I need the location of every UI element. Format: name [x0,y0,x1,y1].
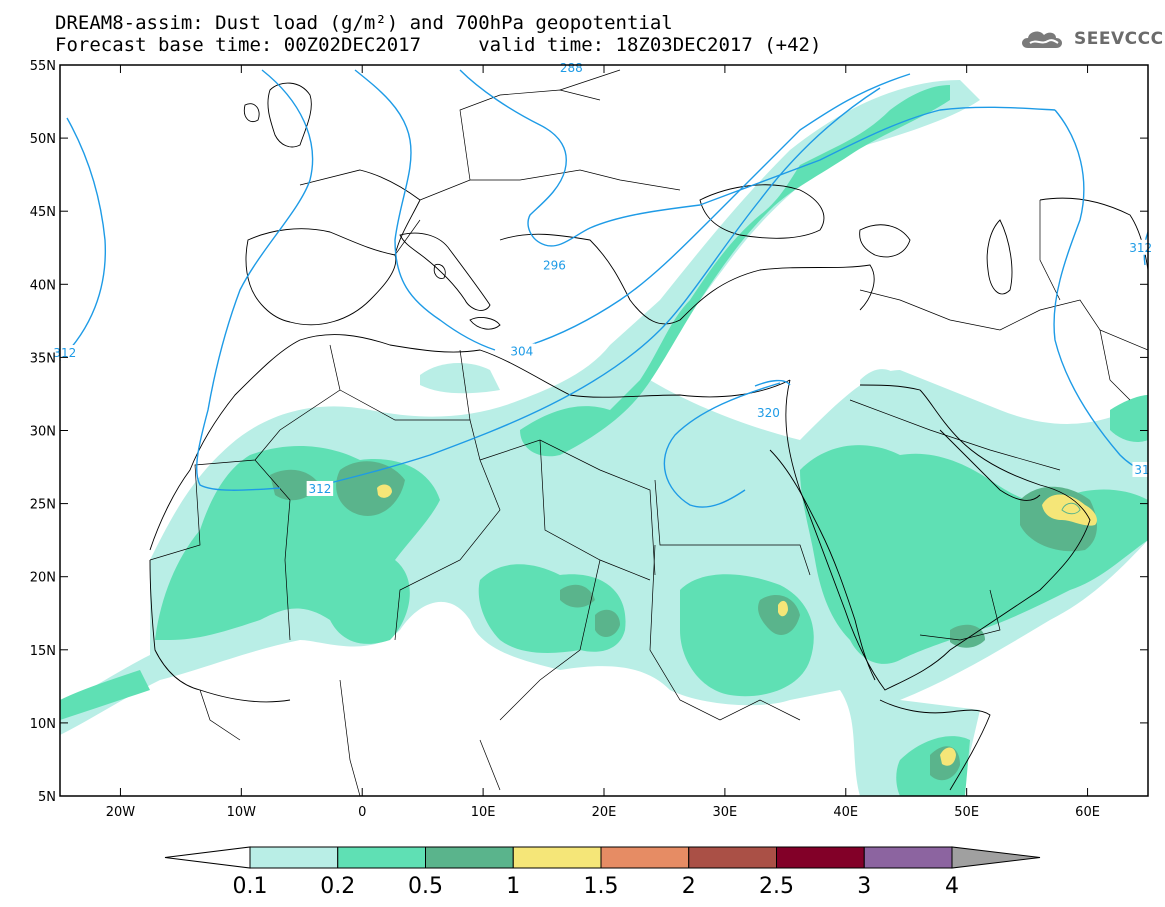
contour-label-bg [558,59,585,75]
seevccc-logo: SEEVCCC [1018,26,1164,52]
contour-label: 296 [543,258,566,272]
forecast-time-subtitle: Forecast base time: 00Z02DEC2017 valid t… [55,34,822,56]
colorbar-label: 3 [857,874,871,899]
lon-label: 10W [227,805,257,820]
lat-label: 55N [30,59,56,74]
lon-label: 10E [471,805,496,820]
lat-label: 50N [30,132,56,147]
lat-label: 25N [30,498,56,513]
lon-label: 20W [106,805,136,820]
lon-label: 20E [592,805,617,820]
contour-label: 312 [53,346,76,360]
colorbar-swatch [337,846,426,869]
lon-label: 0 [358,805,366,820]
contour-label-bg [508,343,536,359]
country-borders [149,69,1148,796]
colorbar-over-arrow [951,846,1041,869]
colorbar-label: 1.5 [584,874,619,899]
coastlines [149,82,1148,791]
longitude-axis: 20W 10W 0 10E 20E 30E 40E 50E 60E [106,65,1100,820]
colorbar-label: 0.2 [320,874,355,899]
lon-label: 60E [1075,805,1100,820]
lat-label: 10N [30,717,56,732]
colorbar: 0.1 0.2 0.5 1 1.5 2 2.5 3 4 [164,846,1041,899]
colorbar-swatch [688,846,777,869]
geopotential-contours [60,69,1148,508]
lon-label: 50E [954,805,979,820]
lat-label: 40N [30,278,56,293]
contour-label: 312 [1129,241,1152,255]
colorbar-label: 1 [506,874,520,899]
lon-label: 30E [713,805,738,820]
lat-label: 35N [30,351,56,366]
colorbar-label: 0.5 [408,874,443,899]
contour-label-bg [755,404,782,420]
colorbar-label: 4 [945,874,959,899]
colorbar-label: 2.5 [759,874,794,899]
colorbar-label: 2 [682,874,696,899]
colorbar-label: 0.1 [233,874,268,899]
colorbar-swatch [600,846,690,869]
logo-text: SEEVCCC [1074,29,1164,49]
lat-label: 45N [30,205,56,220]
lat-label: 20N [30,571,56,586]
dust-load-shading [60,80,1148,796]
contour-label-bg [51,345,79,361]
contour-label-bg [541,257,568,273]
colorbar-under-arrow [164,846,251,869]
colorbar-swatch [776,846,865,869]
lat-label: 15N [30,644,56,659]
contour-label: 288 [560,61,583,75]
contour-label: 312 [308,482,331,496]
colorbar-swatch [425,846,514,869]
contour-label: 320 [757,406,780,420]
colorbar-swatch [512,846,602,869]
cloud-icon [1022,31,1062,48]
contour-label: 304 [510,345,533,359]
contour-label-bg [1132,461,1152,477]
contour-label: 31 [1134,463,1149,477]
latitude-axis: 55N 50N 45N 40N 35N 30N 25N 20N 15N 10N 5N [30,59,1148,805]
map-title: DREAM8-assim: Dust load (g/m²) and 700hP… [55,12,673,34]
lon-label: 40E [833,805,858,820]
contour-label-bg [306,480,334,496]
colorbar-swatch [863,846,953,869]
colorbar-swatch [249,846,339,869]
contour-labels: 288 296 304 312 320 312 312 31 [51,59,1154,496]
lat-label: 5N [38,790,56,805]
lat-label: 30N [30,425,56,440]
